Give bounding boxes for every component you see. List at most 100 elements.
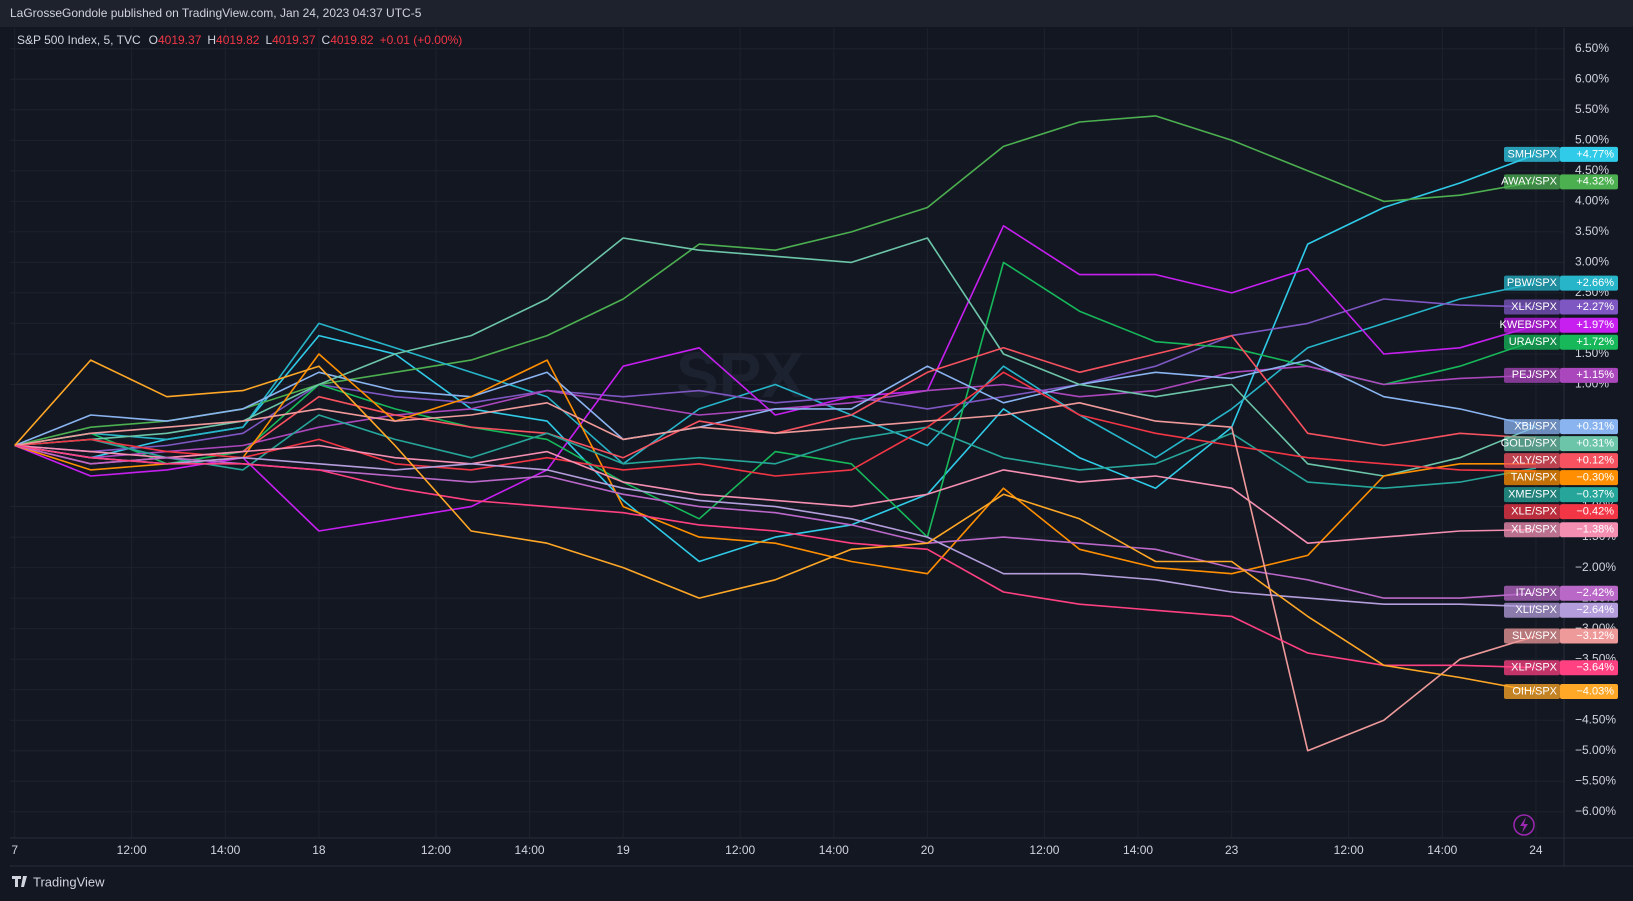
tag-name: XLE/SPX bbox=[1511, 505, 1558, 517]
x-tick-label: 12:00 bbox=[421, 843, 451, 857]
price-tag: SMH/SPX +4.77% bbox=[1504, 146, 1618, 162]
tag-name: AWAY/SPX bbox=[1501, 176, 1557, 188]
tag-name: XME/SPX bbox=[1508, 488, 1558, 500]
tag-value-bg bbox=[1560, 317, 1618, 333]
tag-name-bg bbox=[1504, 470, 1560, 486]
ohlc-key: H bbox=[207, 33, 216, 47]
tag-value: +2.66% bbox=[1576, 277, 1614, 289]
tag-name-bg bbox=[1504, 522, 1560, 538]
tag-value-bg bbox=[1560, 436, 1618, 452]
tag-name-bg bbox=[1504, 453, 1560, 469]
x-tick-label: 24 bbox=[1529, 843, 1543, 857]
tag-value-bg bbox=[1560, 585, 1618, 601]
plot-area bbox=[10, 28, 1564, 866]
y-tick-label: 5.00% bbox=[1575, 132, 1609, 146]
price-tag: TAN/SPX −0.30% bbox=[1504, 470, 1618, 486]
price-tag: SLV/SPX −3.12% bbox=[1504, 628, 1618, 644]
tag-value-bg bbox=[1560, 367, 1618, 383]
series-line bbox=[14, 261, 1537, 538]
price-tag: XLI/SPX −2.64% bbox=[1504, 602, 1618, 618]
x-tick-label: 14:00 bbox=[1123, 843, 1153, 857]
tag-name: GOLD/SPX bbox=[1501, 437, 1558, 449]
price-tag: XME/SPX −0.37% bbox=[1504, 487, 1618, 503]
tag-name: XLP/SPX bbox=[1511, 662, 1558, 674]
tag-value: −0.42% bbox=[1576, 505, 1614, 517]
tag-value: −3.12% bbox=[1576, 630, 1614, 642]
tag-value-bg bbox=[1560, 487, 1618, 503]
tag-value-bg bbox=[1560, 504, 1618, 520]
tag-name: ITA/SPX bbox=[1516, 587, 1558, 599]
tag-name-bg bbox=[1504, 628, 1560, 644]
symbol: S&P 500 Index, 5, TVC bbox=[17, 33, 141, 47]
ohlc-key: C bbox=[322, 33, 331, 47]
x-tick-label: 14:00 bbox=[515, 843, 545, 857]
price-tag: KWEB/SPX +1.97% bbox=[1500, 317, 1618, 333]
tag-name-bg bbox=[1504, 174, 1560, 190]
tag-name-bg bbox=[1504, 602, 1560, 618]
x-tick-label: 19 bbox=[616, 843, 630, 857]
tag-value: +4.32% bbox=[1576, 176, 1614, 188]
tag-name: SLV/SPX bbox=[1512, 630, 1558, 642]
tag-name-bg bbox=[1504, 660, 1560, 676]
tag-value-bg bbox=[1560, 470, 1618, 486]
brand-logo bbox=[12, 876, 27, 887]
series-line bbox=[14, 402, 1537, 752]
tag-name: XLK/SPX bbox=[1511, 301, 1558, 313]
price-tag: URA/SPX +1.72% bbox=[1504, 334, 1618, 350]
x-tick-label: 12:00 bbox=[1029, 843, 1059, 857]
y-tick-label: 3.50% bbox=[1575, 224, 1609, 238]
tag-name-bg bbox=[1504, 367, 1560, 383]
tag-value: +0.31% bbox=[1576, 437, 1614, 449]
ohlc-key: L bbox=[265, 33, 272, 47]
tag-name: TAN/SPX bbox=[1511, 471, 1558, 483]
tag-name-bg bbox=[1504, 317, 1560, 333]
tag-name-bg bbox=[1504, 419, 1560, 435]
price-tag: XLE/SPX −0.42% bbox=[1504, 504, 1618, 520]
tag-value-bg bbox=[1560, 419, 1618, 435]
x-tick-label: 20 bbox=[921, 843, 935, 857]
tag-value: +0.31% bbox=[1576, 420, 1614, 432]
tag-name: KWEB/SPX bbox=[1500, 319, 1558, 331]
price-tag: XLY/SPX +0.12% bbox=[1504, 453, 1618, 469]
tag-name: PBW/SPX bbox=[1507, 277, 1558, 289]
price-tag: PEJ/SPX +1.15% bbox=[1504, 367, 1618, 383]
tag-name: URA/SPX bbox=[1509, 336, 1558, 348]
y-tick-label: 3.00% bbox=[1575, 255, 1609, 269]
tag-name: XLI/SPX bbox=[1515, 604, 1557, 616]
price-tag: XLP/SPX −3.64% bbox=[1504, 660, 1618, 676]
price-tag: XLB/SPX −1.38% bbox=[1504, 522, 1618, 538]
series-line bbox=[14, 237, 1537, 477]
x-tick-label: 14:00 bbox=[1427, 843, 1457, 857]
tag-value: −3.64% bbox=[1576, 662, 1614, 674]
y-tick-label: 6.00% bbox=[1575, 71, 1609, 85]
tag-value-bg bbox=[1560, 684, 1618, 700]
price-tag: XLK/SPX +2.27% bbox=[1504, 299, 1618, 315]
alert-icon[interactable] bbox=[1513, 814, 1535, 836]
tag-name: PEJ/SPX bbox=[1512, 369, 1558, 381]
tag-name-bg bbox=[1504, 585, 1560, 601]
tag-name-bg bbox=[1504, 275, 1560, 291]
legend-line: S&P 500 Index, 5, TVC O 4019.37 H 4019.82 L 40… bbox=[17, 33, 462, 47]
tag-name-bg bbox=[1504, 436, 1560, 452]
publisher: LaGrosseGondole published on TradingView… bbox=[10, 6, 422, 20]
y-tick-label: 4.00% bbox=[1575, 194, 1609, 208]
x-tick-label: 12:00 bbox=[117, 843, 147, 857]
price-tag: GOLD/SPX +0.31% bbox=[1501, 436, 1618, 452]
alert-icon-bolt bbox=[1520, 817, 1528, 833]
tag-name: XBI/SPX bbox=[1514, 420, 1557, 432]
x-tick-label: 7 bbox=[11, 843, 18, 857]
y-tick-label: −5.50% bbox=[1575, 773, 1616, 787]
series-line bbox=[14, 371, 1536, 477]
tag-value-bg bbox=[1560, 146, 1618, 162]
y-tick-label: −4.50% bbox=[1575, 712, 1616, 726]
series-line bbox=[14, 359, 1537, 447]
tag-value: −2.64% bbox=[1576, 604, 1614, 616]
tag-name-bg bbox=[1504, 504, 1560, 520]
tag-value: +1.97% bbox=[1576, 319, 1614, 331]
tag-value: +1.15% bbox=[1576, 369, 1614, 381]
tag-name-bg bbox=[1504, 487, 1560, 503]
tag-name: XLB/SPX bbox=[1511, 524, 1558, 536]
x-tick-label: 23 bbox=[1225, 843, 1239, 857]
ohlc-value: 4019.82 bbox=[216, 33, 260, 47]
